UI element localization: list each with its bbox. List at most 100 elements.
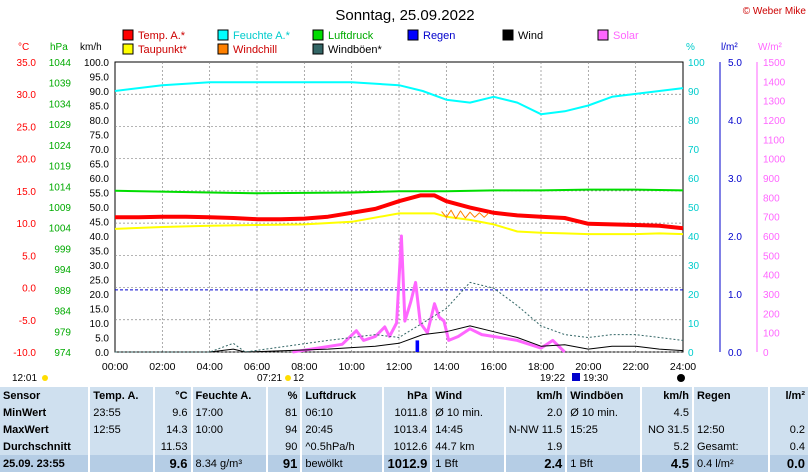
- table-row: Durchschnitt 11.53 90 ^0.5hPa/h 1012.6 44.7 k…: [0, 438, 810, 455]
- axis-tick-wind: 55.0: [90, 189, 110, 200]
- legend-label: Regen: [423, 30, 455, 42]
- legend-label: Solar: [613, 30, 639, 42]
- axis-tick-solar: 0: [763, 348, 769, 359]
- axis-tick-humidity: 90: [688, 87, 700, 98]
- legend-label: Temp. A.*: [138, 30, 186, 42]
- axis-tick-solar: 1500: [763, 58, 786, 69]
- table-cell: 23:55: [89, 404, 156, 421]
- legend-label: Luftdruck: [328, 30, 374, 42]
- table-header-cell: Feuchte A.: [191, 387, 268, 404]
- series-layer: [114, 81, 684, 354]
- x-tick-label: 22:00: [623, 361, 649, 373]
- axis-tick-humidity: 50: [688, 203, 700, 214]
- series-line-taupunkt: [114, 212, 684, 236]
- axis-tick-humidity: 30: [688, 261, 700, 272]
- axis-tick-solar: 1300: [763, 97, 786, 108]
- table-cell: 12:50: [692, 421, 771, 438]
- axis-tick-humidity: 10: [688, 319, 700, 330]
- table-cell: [566, 438, 642, 455]
- table-cell: MaxWert: [0, 421, 91, 438]
- sun-icon: [42, 375, 48, 381]
- axis-tick-pressure: 989: [54, 286, 71, 297]
- series-line-windchill: [441, 209, 490, 220]
- axis-tick-solar: 900: [763, 174, 780, 185]
- table-cell: NO 31.5: [640, 421, 694, 438]
- table-cell: 1011.8: [383, 404, 433, 421]
- table-header-cell: °C: [154, 387, 193, 404]
- axis-tick-solar: 1000: [763, 155, 786, 166]
- table-cell: 10:00: [191, 421, 268, 438]
- table-header-cell: km/h: [504, 387, 568, 404]
- table-cell: 0.4: [769, 438, 810, 455]
- axis-tick-humidity: 0: [688, 348, 694, 359]
- sunset-label: 19:22: [540, 373, 565, 384]
- axis-tick-rain: 1.0: [728, 290, 742, 301]
- x-tick-label: 00:00: [102, 361, 128, 373]
- table-cell: 9.6: [154, 404, 193, 421]
- axis-tick-solar: 700: [763, 213, 780, 224]
- axis-tick-solar: 400: [763, 271, 780, 282]
- axis-tick-pressure: 984: [54, 307, 71, 318]
- sun-bar: 12:01 07:21 12 19:22 19:30: [12, 373, 685, 384]
- table-cell: 2.0: [504, 404, 568, 421]
- axis-tick-wind: 40.0: [90, 232, 110, 243]
- moonrise-label: 12: [293, 373, 305, 384]
- axis-tick-wind: 80.0: [90, 116, 110, 127]
- axis-tick-pressure: 999: [54, 244, 71, 255]
- axis-tick-humidity: 70: [688, 145, 700, 156]
- table-header-cell: hPa: [383, 387, 433, 404]
- axis-tick-pressure: 1019: [49, 162, 72, 173]
- moon-icon: [572, 373, 580, 381]
- series-line-windb-en: [115, 281, 684, 353]
- legend-label: Taupunkt*: [138, 44, 188, 56]
- table-cell: Durchschnitt: [0, 438, 91, 455]
- legend-swatch: [597, 29, 609, 41]
- axis-tick-pressure: 1014: [49, 182, 72, 193]
- axis-tick-wind: 85.0: [90, 102, 110, 113]
- table-cell: [89, 455, 156, 472]
- unit-humidity: %: [686, 42, 695, 53]
- table-header-cell: Windböen: [566, 387, 642, 404]
- table-cell: 0.2: [769, 421, 810, 438]
- x-tick-label: 04:00: [197, 361, 223, 373]
- sun-left-label: 12:01: [12, 373, 37, 384]
- axis-tick-temp: 15.0: [17, 187, 37, 198]
- axis-tick-rain: 4.0: [728, 116, 742, 127]
- axis-tick-pressure: 979: [54, 327, 71, 338]
- axis-tick-humidity: 40: [688, 232, 700, 243]
- table-header-cell: %: [266, 387, 303, 404]
- legend-label: Feuchte A.*: [233, 30, 291, 42]
- table-cell: 4.5: [640, 455, 694, 472]
- x-tick-label: 16:00: [481, 361, 507, 373]
- weather-chart: Sonntag, 25.09.2022 © Weber Mike °C hPa …: [12, 6, 806, 384]
- table-cell: 2.4: [504, 455, 568, 472]
- table-cell: MinWert: [0, 404, 91, 421]
- axis-tick-pressure: 1004: [49, 224, 72, 235]
- axis-tick-wind: 45.0: [90, 218, 110, 229]
- axis-tick-solar: 1400: [763, 77, 786, 88]
- legend-label: Windböen*: [328, 44, 383, 56]
- axis-tick-wind: 15.0: [90, 305, 110, 316]
- table-cell: 15:25: [566, 421, 642, 438]
- axis-tick-wind: 50.0: [90, 203, 110, 214]
- axis-tick-pressure: 1029: [49, 120, 72, 131]
- x-tick-label: 10:00: [339, 361, 365, 373]
- axis-tick-humidity: 80: [688, 116, 700, 127]
- table-header-row: Sensor Temp. A. °C Feuchte A.% Luftdruck hPa W…: [0, 387, 810, 404]
- axis-tick-pressure: 1009: [49, 203, 72, 214]
- legend-label: Wind: [518, 30, 543, 42]
- table-header-cell: Regen: [692, 387, 771, 404]
- axis-tick-pressure: 1024: [49, 141, 72, 152]
- axis-tick-solar: 1200: [763, 116, 786, 127]
- sunrise-icon: [285, 375, 291, 381]
- table-header-cell: l/m²: [769, 387, 810, 404]
- axis-tick-solar: 200: [763, 309, 780, 320]
- table-header-cell: Sensor: [0, 387, 91, 404]
- series-line-feuchte-a: [114, 81, 684, 116]
- axis-tick-rain: 0.0: [728, 348, 742, 359]
- table-cell: [769, 404, 810, 421]
- axis-tick-wind: 100.0: [84, 58, 109, 69]
- axis-tick-temp: 30.0: [17, 90, 37, 101]
- axis-tick-temp: 35.0: [17, 58, 37, 69]
- table-cell: [191, 438, 268, 455]
